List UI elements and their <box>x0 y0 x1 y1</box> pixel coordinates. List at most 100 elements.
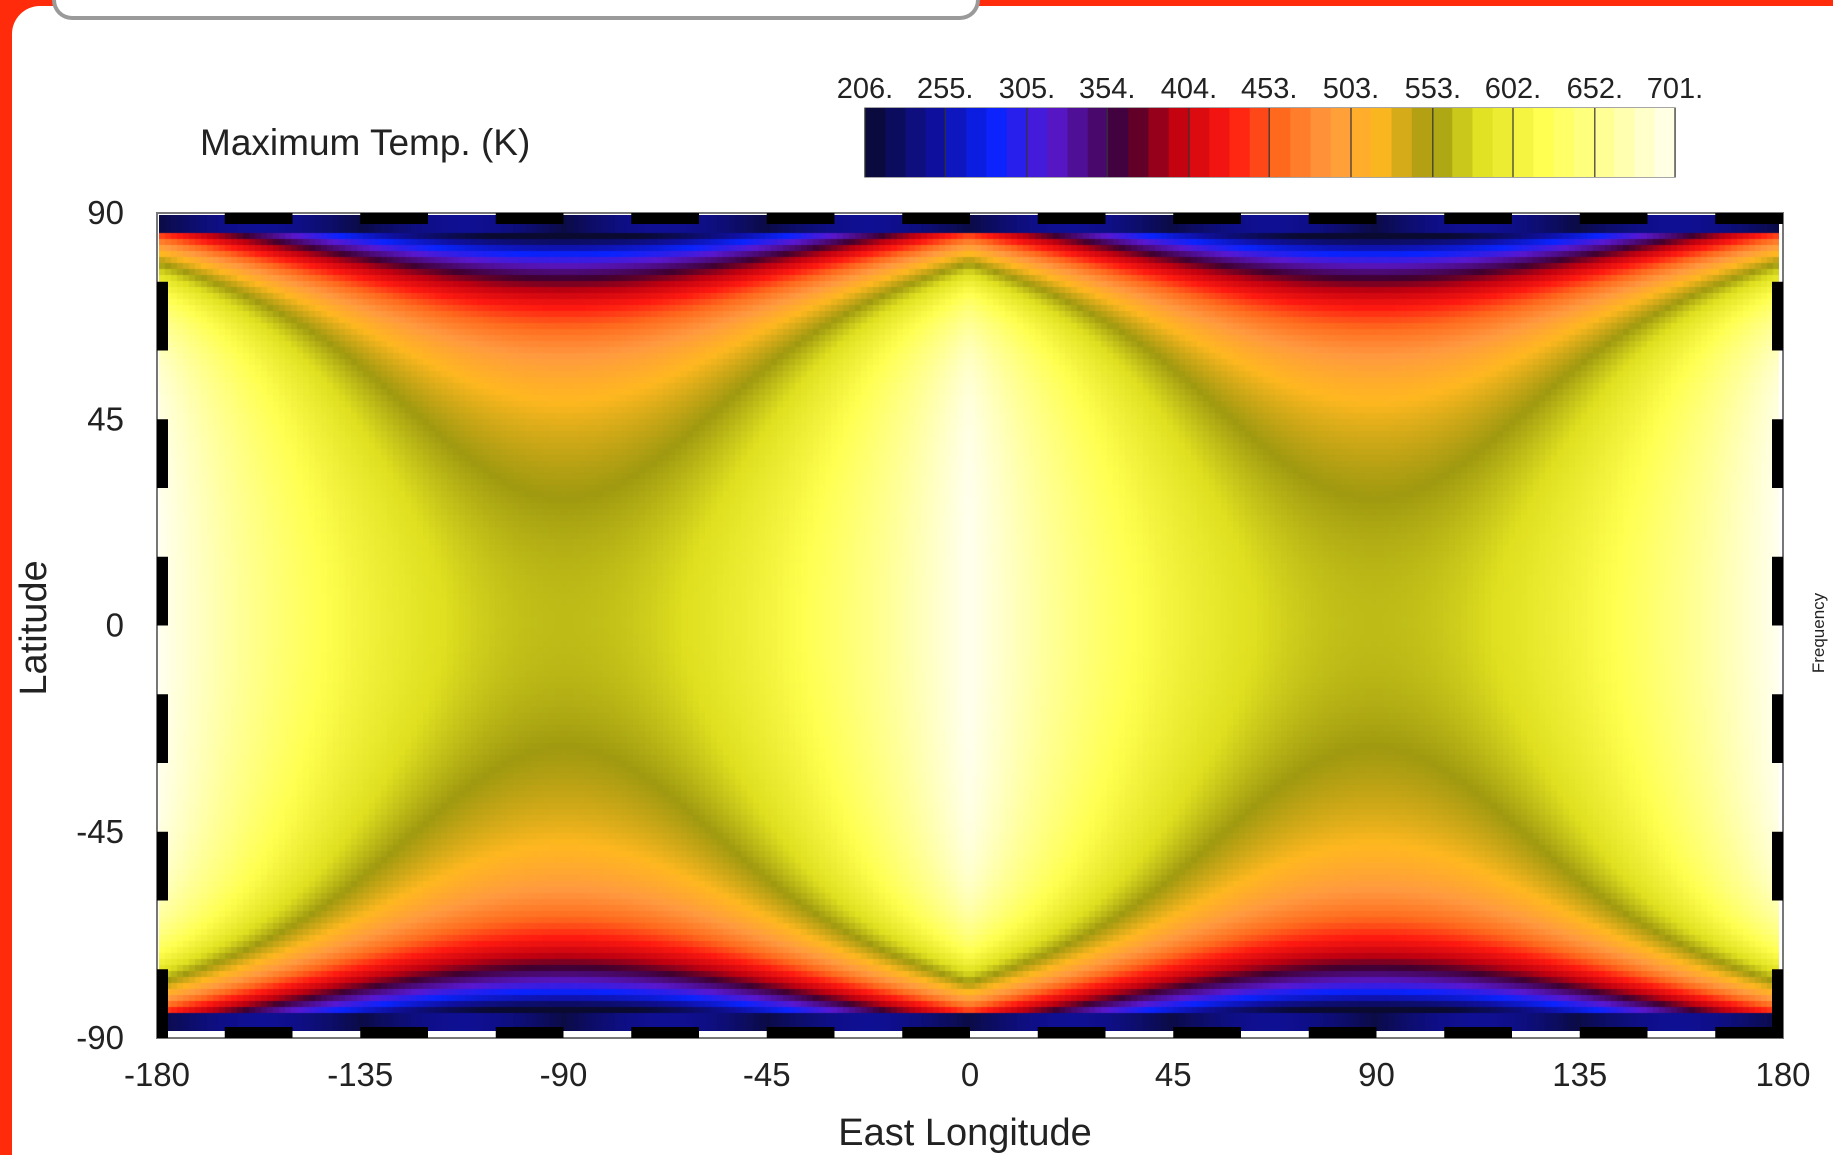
colorbar-step <box>1533 108 1555 177</box>
colorbar-tick-label: 602. <box>1485 73 1541 105</box>
colorbar-step <box>1391 108 1413 177</box>
colorbar-step <box>1087 108 1109 177</box>
border-segment <box>1579 1027 1648 1038</box>
colorbar-step <box>1027 108 1048 177</box>
y-tick-label: 90 <box>87 194 124 231</box>
colorbar-step <box>1634 108 1656 177</box>
colorbar-step <box>1270 108 1291 177</box>
border-segment <box>1772 831 1783 901</box>
colorbar-step <box>1553 108 1575 177</box>
colorbar-step <box>1229 108 1251 177</box>
border-segment <box>360 213 428 224</box>
colorbar-step <box>1189 108 1210 177</box>
y-tick-label: -45 <box>76 813 124 850</box>
border-segment <box>631 213 699 224</box>
border-segment <box>1772 419 1783 488</box>
colorbar-tick-label: 206. <box>837 73 893 105</box>
heatmap-field <box>159 215 1779 1031</box>
border-segment <box>1037 1027 1106 1038</box>
x-tick-label: -135 <box>327 1056 393 1093</box>
y-axis-label: Latitude <box>13 560 55 695</box>
colorbar-step <box>946 108 967 177</box>
colorbar-step <box>1310 108 1332 177</box>
colorbar-step <box>1432 108 1453 177</box>
border-segment <box>1715 1027 1783 1038</box>
border-segment <box>157 969 168 1038</box>
border-segment <box>1037 213 1106 224</box>
border-segment <box>495 1027 564 1038</box>
y-tick-label: -90 <box>76 1019 124 1056</box>
colorbar-tick-label: 503. <box>1323 73 1379 105</box>
colorbar-step <box>1614 108 1636 177</box>
colorbar-tick-label: 404. <box>1161 73 1217 105</box>
colorbar: 206. 255. 305. 354. 404. 453. 503. 553. 602. 652.… <box>837 73 1703 178</box>
border-segment <box>1715 213 1783 224</box>
border-segment <box>766 1027 835 1038</box>
colorbar-step <box>1108 108 1129 177</box>
colorbar-step <box>885 108 907 177</box>
side-label: Frequency <box>1809 592 1828 673</box>
plot-border-checker <box>157 213 1783 1038</box>
border-segment <box>1444 213 1512 224</box>
border-segment <box>1772 969 1783 1038</box>
colorbar-step <box>1351 108 1372 177</box>
colorbar-steps <box>865 108 1676 177</box>
border-segment <box>157 281 168 351</box>
colorbar-step <box>1330 108 1352 177</box>
colorbar-step <box>1513 108 1534 177</box>
y-axis-ticks: 90 45 0 -45 -90 <box>76 194 124 1056</box>
x-tick-label: -45 <box>743 1056 791 1093</box>
colorbar-tick-label: 453. <box>1241 73 1297 105</box>
x-tick-label: 45 <box>1155 1056 1192 1093</box>
border-segment <box>1772 281 1783 351</box>
border-segment <box>1444 1027 1512 1038</box>
colorbar-tick-label: 354. <box>1079 73 1135 105</box>
border-segment <box>1173 213 1241 224</box>
colorbar-tick-label: 305. <box>999 73 1055 105</box>
border-segment <box>631 1027 699 1038</box>
border-segment <box>1173 1027 1241 1038</box>
x-tick-label: 180 <box>1755 1056 1810 1093</box>
colorbar-step <box>1006 108 1028 177</box>
colorbar-step <box>1492 108 1514 177</box>
border-segment <box>157 694 168 763</box>
border-segment <box>360 1027 428 1038</box>
colorbar-step <box>1067 108 1089 177</box>
border-segment <box>224 213 293 224</box>
colorbar-step <box>1047 108 1069 177</box>
colorbar-step <box>865 108 886 177</box>
x-axis-label: East Longitude <box>838 1112 1092 1154</box>
border-segment <box>1308 213 1377 224</box>
border-segment <box>224 1027 293 1038</box>
colorbar-tick-label: 553. <box>1405 73 1461 105</box>
colorbar-step <box>1168 108 1190 177</box>
x-tick-label: 135 <box>1552 1056 1607 1093</box>
colorbar-step <box>905 108 927 177</box>
colorbar-step <box>1472 108 1494 177</box>
border-segment <box>1579 213 1648 224</box>
border-segment <box>157 419 168 488</box>
colorbar-step <box>1573 108 1595 177</box>
y-tick-label: 0 <box>106 607 124 644</box>
colorbar-tick-label: 652. <box>1567 73 1623 105</box>
colorbar-step <box>1249 108 1271 177</box>
colorbar-step <box>966 108 988 177</box>
colorbar-ticks: 206. 255. 305. 354. 404. 453. 503. 553. 602. 652.… <box>837 73 1703 177</box>
x-tick-label: -90 <box>540 1056 588 1093</box>
border-segment <box>902 1027 970 1038</box>
border-segment <box>1308 1027 1377 1038</box>
colorbar-step <box>1654 108 1676 177</box>
border-segment <box>766 213 835 224</box>
colorbar-step <box>1452 108 1474 177</box>
colorbar-step <box>1411 108 1433 177</box>
colorbar-step <box>986 108 1008 177</box>
colorbar-tick-label: 255. <box>917 73 973 105</box>
colorbar-step <box>1128 108 1150 177</box>
colorbar-step <box>925 108 947 177</box>
x-tick-label: -180 <box>124 1056 190 1093</box>
colorbar-step <box>1209 108 1231 177</box>
border-segment <box>902 213 970 224</box>
border-segment <box>157 556 168 626</box>
border-segment <box>157 831 168 901</box>
